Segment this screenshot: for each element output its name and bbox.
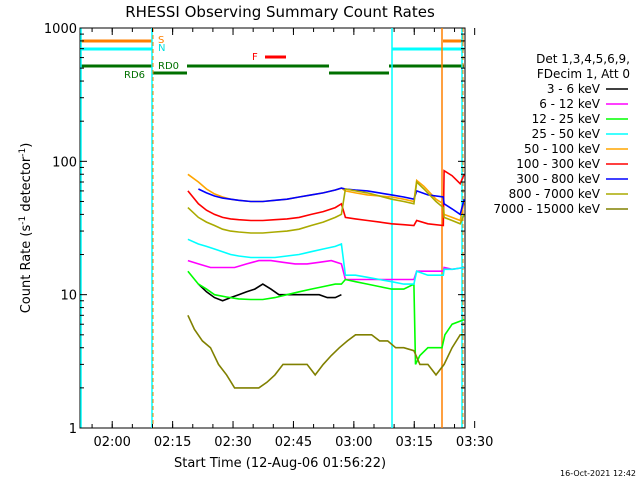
series-layer [187,169,465,389]
legend-label-7: 300 - 800 keV [516,172,600,186]
x-tick-label: 03:30 [456,435,493,450]
legend-label-3: 12 - 25 keV [532,112,601,126]
state-bars: S N F RD0 RD6 [81,35,464,81]
legend-label-1: 3 - 6 keV [547,82,601,96]
x-axis-label: Start Time (12-Aug-06 01:56:22) [174,456,386,471]
y-axis-label-end: ) [19,143,34,148]
x-tick-label: 02:45 [275,435,312,450]
series-line-3 [187,270,465,365]
series-line-4 [187,238,465,285]
legend-label-8: 800 - 7000 keV [509,187,601,201]
rd0-label: RD0 [158,61,179,72]
series-line-6 [187,169,465,227]
timestamp: 16-Oct-2021 12:42 [560,469,636,478]
plot-frame [79,27,466,429]
axis-layer: 1 10 100 1000 02:00 02:15 02:30 02:45 03:00 03:15… [44,22,493,450]
night-label: N [158,43,165,54]
y-tick-label: 1000 [44,22,77,37]
rd6-label: RD6 [124,70,145,81]
legend-label-6: 100 - 300 keV [516,157,600,171]
x-tick-label: 03:00 [335,435,372,450]
legend-label-2: 6 - 12 keV [539,97,601,111]
series-line-5 [187,173,465,222]
series-line-9 [187,314,465,389]
x-tick-label: 02:15 [154,435,191,450]
y-axis-label-mid: detector [19,156,34,216]
y-tick-label: 100 [52,155,77,170]
y-tick-label: 10 [60,289,77,304]
legend-header-2: FDecim 1, Att 0 [537,67,630,81]
x-tick-label: 02:00 [93,435,130,450]
legend-header-1: Det 1,3,4,5,6,9, [536,52,630,66]
series-line-8 [187,180,465,234]
y-axis-label: Count Rate (s-1 detector-1) [18,143,34,314]
legend: Det 1,3,4,5,6,9, FDecim 1, Att 0 3 - 6 k… [493,52,630,216]
y-axis-label-sup1: -1 [18,216,28,225]
y-tick-label: 1 [69,422,77,437]
event-lines [80,28,464,428]
svg-text:Count Rate (s-1 detector-1): Count Rate (s-1 detector-1) [18,143,34,314]
legend-label-9: 7000 - 15000 keV [493,202,600,216]
x-tick-label: 02:30 [214,435,251,450]
x-tick-label: 03:15 [396,435,433,450]
legend-label-5: 50 - 100 keV [524,142,601,156]
series-line-7 [198,187,465,216]
y-axis-label-sup2: -1 [18,148,28,157]
y-axis-label-main: Count Rate (s [19,225,34,314]
chart-title: RHESSI Observing Summary Count Rates [125,3,435,21]
series-line-1 [197,283,342,302]
saa-label: S [158,35,164,46]
series-line-2 [187,259,465,281]
flare-label: F [252,52,258,63]
legend-label-4: 25 - 50 keV [532,127,601,141]
